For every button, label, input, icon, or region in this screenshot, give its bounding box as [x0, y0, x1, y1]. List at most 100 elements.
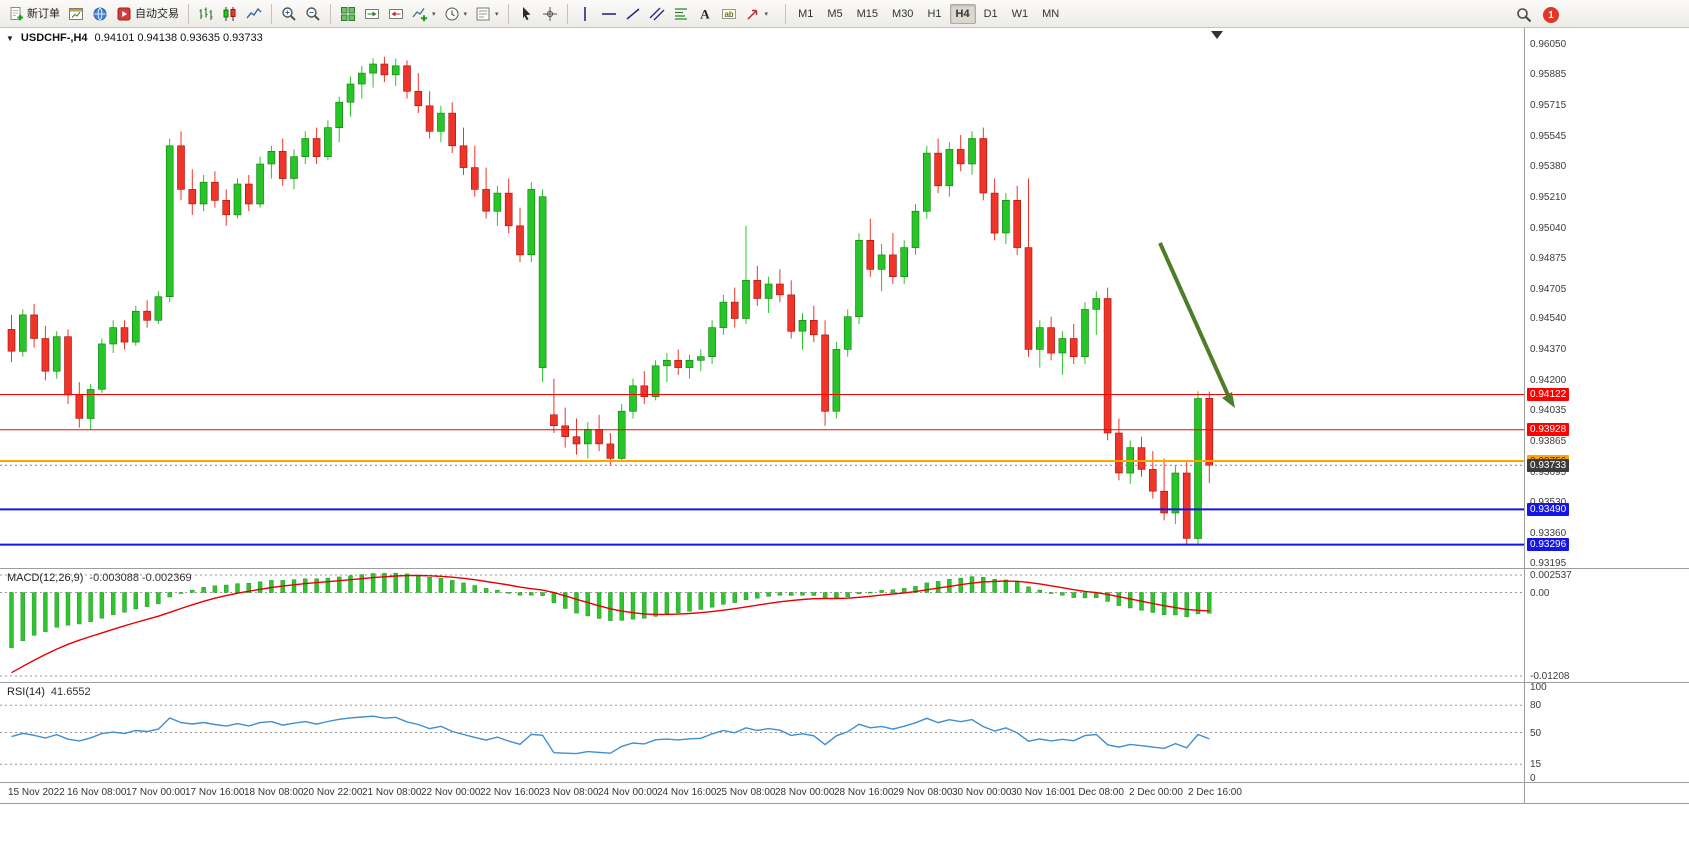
timeframe-H4[interactable]: H4 — [949, 3, 976, 24]
grid-icon — [340, 6, 356, 22]
linechart-icon — [246, 6, 262, 22]
fibonacci-button[interactable] — [669, 3, 693, 25]
pane-separator[interactable] — [0, 782, 1689, 783]
time-tick: 16 Nov 08:00 — [67, 787, 127, 798]
timeframe-M5[interactable]: M5 — [827, 7, 843, 20]
arrows-button[interactable]: ▾ — [741, 3, 773, 25]
time-tick: 29 Nov 08:00 — [893, 787, 953, 798]
cursor-icon — [518, 6, 534, 22]
timeframe-MN[interactable]: MN — [1042, 7, 1060, 20]
macd-signal-line — [11, 574, 1210, 674]
price-tick: 0.00 — [1530, 587, 1550, 599]
tile-windows-button[interactable] — [336, 3, 360, 25]
line-chart-button[interactable] — [242, 3, 266, 25]
vertical-line-button[interactable] — [573, 3, 597, 25]
trend-arrow[interactable] — [1158, 242, 1235, 408]
tline-icon — [625, 6, 641, 22]
time-tick: 18 Nov 08:00 — [244, 787, 304, 798]
svg-text:ab: ab — [724, 9, 733, 18]
price-tick: -0.01208 — [1530, 671, 1570, 682]
price-tick: 0 — [1530, 773, 1536, 784]
cursor-button[interactable] — [514, 3, 538, 25]
time-axis: 15 Nov 2022 16 Nov 08:00 17 Nov 00:00 17 No… — [0, 783, 1524, 803]
periods-button[interactable]: ▾ — [440, 3, 472, 25]
timeframe-H1[interactable]: H1 — [927, 7, 942, 20]
toolbar-separator — [566, 3, 568, 24]
new-order-button[interactable]: 新订单 — [4, 3, 64, 25]
price-tick: 50 — [1530, 727, 1542, 739]
toolbar-right: 1 — [1512, 4, 1559, 26]
horizontal-line-button[interactable] — [597, 3, 621, 25]
hline-icon — [601, 6, 617, 22]
chart-header: ▼ USDCHF-,H4 0.94101 0.94138 0.93635 0.9… — [6, 32, 263, 44]
price-chart-canvas[interactable] — [0, 28, 1524, 568]
pane-separator[interactable] — [0, 682, 1689, 683]
one-click-collapse-icon[interactable]: ▼ — [6, 33, 14, 43]
text-a-icon: A — [697, 6, 713, 22]
timeframe-M30[interactable]: M30 — [892, 7, 914, 20]
rsi-pane-canvas[interactable] — [0, 683, 1524, 782]
search-button[interactable] — [1512, 4, 1536, 26]
auto-scroll-button[interactable] — [360, 3, 384, 25]
text-button[interactable]: A — [693, 3, 717, 25]
time-tick: 2 Dec 16:00 — [1188, 787, 1242, 798]
price-tick: 0.94035 — [1530, 405, 1567, 417]
macd-indicator-label: MACD(12,26,9) -0.003088 -0.002369 — [7, 572, 192, 584]
chart-shift-button[interactable] — [384, 3, 408, 25]
rsi-indicator-label: RSI(14) 41.6552 — [7, 686, 91, 698]
price-tick: 0.95210 — [1530, 191, 1567, 203]
price-tick: 80 — [1530, 700, 1542, 712]
time-tick: 25 Nov 08:00 — [716, 787, 776, 798]
templates-button[interactable]: ▾ — [471, 3, 503, 25]
text-label-button[interactable]: ab — [717, 3, 741, 25]
bars-icon — [198, 6, 214, 22]
time-tick: 28 Nov 00:00 — [775, 787, 835, 798]
time-tick: 24 Nov 16:00 — [657, 787, 717, 798]
zoom-out-button[interactable] — [301, 3, 325, 25]
price-tick: 0.96050 — [1530, 39, 1567, 50]
toolbar-group-cursor-tools — [514, 3, 562, 25]
chart-symbol-title: USDCHF-,H4 — [20, 32, 88, 44]
price-tick: 0.95715 — [1530, 99, 1567, 111]
market-watch-button[interactable] — [88, 3, 112, 25]
crosshair-button[interactable] — [538, 3, 562, 25]
time-tick: 30 Nov 00:00 — [952, 787, 1012, 798]
price-tick: 0.93695 — [1530, 467, 1567, 479]
price-tick: 0.93865 — [1530, 436, 1567, 448]
timeframe-W1[interactable]: W1 — [1011, 7, 1029, 20]
channel-icon — [649, 6, 665, 22]
chart-window: ▼ USDCHF-,H4 0.94101 0.94138 0.93635 0.9… — [0, 28, 1689, 864]
time-tick: 22 Nov 16:00 — [480, 787, 540, 798]
add-chart-icon — [412, 6, 428, 22]
toolbar-separator — [330, 3, 331, 24]
candlestick-chart-button[interactable] — [218, 3, 242, 25]
dropdown-caret-icon: ▾ — [463, 10, 468, 18]
macd-pane-canvas[interactable] — [0, 569, 1524, 682]
time-tick: 30 Nov 16:00 — [1011, 787, 1071, 798]
zoom-in-button[interactable] — [277, 3, 301, 25]
price-tick: 0.94875 — [1530, 252, 1567, 264]
zoom-in-icon — [281, 6, 297, 22]
auto-trading-button[interactable]: 自动交易 — [112, 3, 183, 25]
price-tick: 0.95380 — [1530, 160, 1567, 172]
label-icon: ab — [721, 6, 737, 22]
timeframe-bar: M1 M5 M15 M30 H1 H4 D1 W1 MN — [780, 3, 1066, 24]
chart-scroll-marker[interactable] — [1211, 31, 1223, 39]
price-tick: 0.93195 — [1530, 558, 1567, 569]
time-tick: 17 Nov 16:00 — [185, 787, 245, 798]
candles-icon — [222, 6, 238, 22]
trend-line-button[interactable] — [621, 3, 645, 25]
pane-separator[interactable] — [0, 568, 1689, 569]
timeframe-M15[interactable]: M15 — [856, 7, 879, 20]
equidistant-channel-button[interactable] — [645, 3, 669, 25]
doc-plus-icon — [8, 6, 24, 22]
timeframe-D1[interactable]: D1 — [983, 7, 998, 20]
time-tick: 22 Nov 00:00 — [421, 787, 481, 798]
charts-button[interactable] — [64, 3, 88, 25]
timeframe-M1[interactable]: M1 — [798, 7, 814, 20]
bar-chart-button[interactable] — [194, 3, 218, 25]
notification-badge[interactable]: 1 — [1543, 7, 1559, 23]
new-chart-button[interactable]: ▾ — [408, 3, 440, 25]
